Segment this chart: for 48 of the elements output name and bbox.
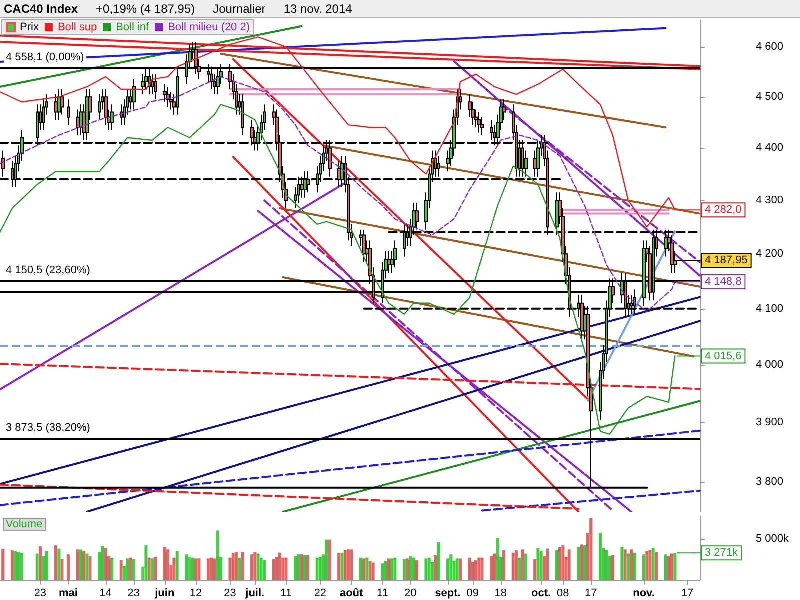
x-tick-label: 17 [584,588,598,600]
y-tick-label: 4 500 [756,91,784,104]
x-tick-label: 22 [314,588,327,600]
y-tick-label: 3 900 [756,416,784,429]
legend-label: Boll inf [116,22,150,34]
chart-title: CAC40 Index [4,2,78,16]
data-label: 4 282,0 [705,204,742,216]
x-tick-label: 23 [128,588,140,600]
x-tick-label: 14 [100,588,112,600]
x-tick-label: 17 [681,588,694,600]
text: Journalier [213,2,266,16]
x-tick-label: 12 [190,588,202,600]
x-tick-label: mai [58,588,78,600]
x-tick-label: sept. [435,588,461,600]
y-tick-label: 4 600 [756,41,784,54]
y-tick-label: 4 200 [756,248,784,260]
legend-label: Boll sup [58,22,98,34]
text: 13 nov. 2014 [284,2,352,16]
x-tick-label: 23 [34,588,47,600]
legend-label: Boll milieu (20 2) [168,22,250,34]
data-label: 4 015,6 [705,350,742,362]
y-tick-label: 4 400 [756,142,784,154]
x-tick-label: 11 [280,588,292,600]
chart-subtitle: +0,19% (4 187,95) [96,2,196,16]
x-tick-label: 09 [466,588,480,600]
x-tick-label: 23 [224,588,236,600]
x-tick-label: 08 [556,588,570,600]
x-tick-label: juil. [244,588,265,600]
legend-label: Prix [20,22,40,34]
ref-line-label: 4 150,5 (23,60%) [6,264,90,277]
x-tick-label: août [340,588,364,600]
chart-title: Volume [6,518,43,530]
y-tick-label: 3 800 [756,476,784,488]
y-tick-label: 5 000k [756,532,790,545]
x-tick-label: juin [154,588,175,600]
x-tick-label: oct. [532,588,552,600]
y-tick-label: 4 000 [756,359,784,372]
x-tick-label: nov. [633,588,655,600]
ref-line-label: 4 558,1 (0,00%) [6,51,84,64]
x-tick-label: 20 [404,588,417,600]
y-tick-label: 4 300 [756,194,784,207]
ref-line-label: 3 873,5 (38,20%) [6,422,90,434]
x-tick-label: 11 [376,588,388,600]
x-tick-label: 18 [494,588,508,600]
text: 4 187,95 [705,254,748,267]
data-label: 3 271k [705,547,739,560]
data-label: 4 148,8 [705,276,742,288]
y-tick-label: 4 100 [756,302,784,315]
